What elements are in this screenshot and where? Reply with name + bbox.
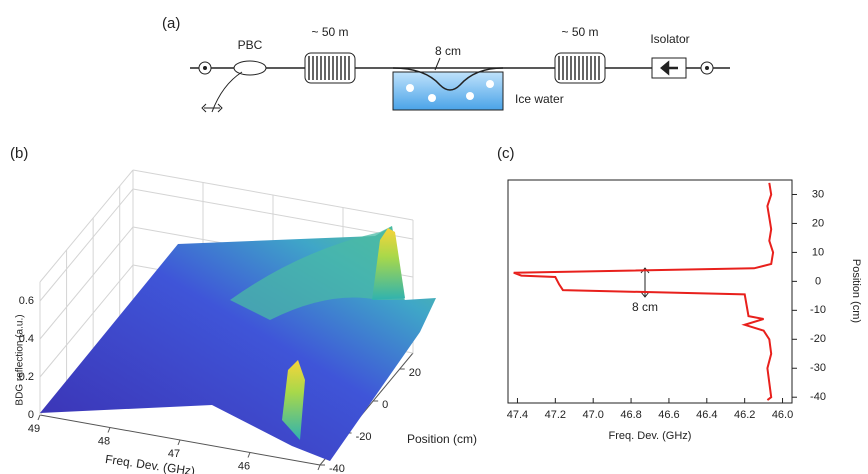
tick-mark xyxy=(107,427,111,433)
pbc xyxy=(233,60,267,76)
y-tick-label: -40 xyxy=(329,463,345,474)
y-tick-label: -20 xyxy=(356,431,372,443)
y-tick-label: 10 xyxy=(812,246,824,258)
y-tick-label: 30 xyxy=(812,188,824,200)
grid-line xyxy=(39,188,134,302)
x-tick-label: 46.8 xyxy=(620,409,641,421)
y-tick-label: 0 xyxy=(815,275,821,287)
y-tick-label: -20 xyxy=(810,333,826,345)
z-tick-label: 0.2 xyxy=(19,371,34,383)
grid-line xyxy=(39,226,134,340)
ice xyxy=(428,94,436,102)
surface-ridge xyxy=(372,228,405,300)
tick-mark xyxy=(37,414,41,421)
tick-mark xyxy=(317,464,321,471)
x-tick-label: 48 xyxy=(98,435,110,447)
plot-frame xyxy=(507,179,793,404)
surface xyxy=(230,226,405,320)
annotation: 8 cm xyxy=(632,300,658,314)
y-tick-label: -40 xyxy=(810,391,826,403)
panel-label: (a) xyxy=(162,15,180,32)
panel-label: (b) xyxy=(10,145,28,162)
y-tick-label: -30 xyxy=(810,362,826,374)
bath-label: Ice water xyxy=(515,92,564,106)
pbc-port xyxy=(201,71,243,113)
x-tick-label: 45 xyxy=(308,473,320,474)
ice xyxy=(486,80,494,88)
tick-mark xyxy=(177,439,181,446)
pointer xyxy=(434,57,441,71)
fiber-length: ~ 50 m xyxy=(311,25,348,39)
x-tick-label: 49 xyxy=(28,423,40,435)
x-tick-label: 47 xyxy=(168,448,180,460)
y-axis-label: Position (cm) xyxy=(407,432,477,446)
ice xyxy=(406,84,414,92)
z-tick-label: 0 xyxy=(28,409,34,421)
setup-diagram: (a) PBC ~ 50 m ~ 50 m 8 cm Ice water Iso… xyxy=(162,15,730,113)
y-tick-label: 20 xyxy=(409,367,421,379)
x-tick-label: 46.0 xyxy=(772,409,793,421)
x-tick-label: 46.4 xyxy=(696,409,717,421)
fiber-length: ~ 50 m xyxy=(561,25,598,39)
box-edge xyxy=(39,169,134,283)
x-tick-label: 47.2 xyxy=(545,409,566,421)
line-plot: (c) Freq. Dev. (GHz) Position (cm) 8 cm … xyxy=(497,145,862,442)
y-tick-label: 0 xyxy=(382,399,388,411)
ice xyxy=(466,92,474,100)
grid-line xyxy=(39,264,134,378)
surface-plot: (b) 0 0.2 0.4 0.6 49 48 47 46 45 -40 -20 0 20 BDG re… xyxy=(10,145,477,474)
panel-label: (c) xyxy=(497,145,515,162)
z-axis-label: BDG reflection (a.u.) xyxy=(15,314,26,405)
x-tick-label: 46.2 xyxy=(734,409,755,421)
x-tick-label: 47.4 xyxy=(507,409,528,421)
bath-length: 8 cm xyxy=(435,44,461,58)
x-axis-label: Freq. Dev. (GHz) xyxy=(609,430,692,442)
connector xyxy=(203,66,207,70)
z-tick-label: 0.4 xyxy=(19,333,34,345)
isolator-arrow xyxy=(660,60,678,76)
y-tick-label: 20 xyxy=(812,217,824,229)
isolator-label: Isolator xyxy=(650,32,689,46)
fiber-dip xyxy=(392,67,504,91)
pbc-label: PBC xyxy=(238,38,263,52)
y-axis-label: Position (cm) xyxy=(850,259,862,323)
y-tick-label: -10 xyxy=(810,304,826,316)
x-tick-label: 46 xyxy=(238,460,250,472)
fiber-coil xyxy=(304,52,606,84)
x-tick-label: 47.0 xyxy=(582,409,603,421)
surface-ridge xyxy=(282,360,305,440)
x-tick-label: 46.6 xyxy=(658,409,679,421)
data-line xyxy=(513,182,775,401)
z-tick-label: 0.6 xyxy=(19,295,34,307)
connector xyxy=(705,66,709,70)
tick-mark xyxy=(247,452,251,458)
x-axis-label: Freq. Dev. (GHz) xyxy=(104,452,196,474)
